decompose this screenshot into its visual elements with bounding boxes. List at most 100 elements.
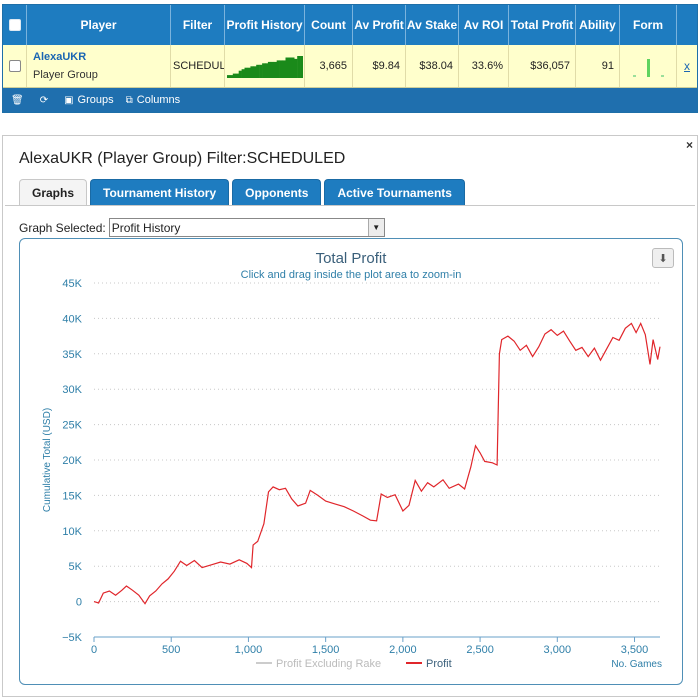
col-form[interactable]: Form (620, 5, 677, 45)
sparkline-bar (255, 64, 259, 78)
legend-label-profit-excluding-rake: Profit Excluding Rake (276, 658, 381, 670)
sparkline-bar (293, 58, 297, 78)
profit-chart[interactable]: Total Profit Click and drag inside the pl… (20, 239, 682, 684)
y-tick-label: 35K (62, 349, 82, 361)
sparkline-bar (287, 57, 292, 78)
x-tick-label: 2,000 (389, 644, 417, 656)
col-av-profit[interactable]: Av Profit (353, 5, 406, 45)
download-button[interactable]: ⬇ (652, 248, 674, 268)
count-cell: 3,665 (305, 45, 353, 87)
sparkline-bar (226, 75, 230, 78)
row-select-cell[interactable] (3, 45, 27, 87)
graph-select[interactable]: Profit History ▼ (108, 218, 385, 237)
sparkline-bar (299, 56, 303, 78)
player-type: Player Group (33, 69, 98, 81)
profit-sparkline (226, 56, 303, 78)
ability-cell: 91 (576, 45, 620, 87)
columns-button[interactable]: ⧉ Columns (126, 94, 181, 106)
x-tick-label: 2,500 (466, 644, 494, 656)
columns-icon: ⧉ (125, 94, 133, 106)
col-ability[interactable]: Ability (576, 5, 620, 45)
total-profit-cell: $36,057 (509, 45, 576, 87)
chart-title: Total Profit (316, 250, 388, 267)
tab-graphs[interactable]: Graphs (19, 179, 88, 205)
player-cell: AlexaUKR Player Group (27, 45, 171, 87)
sparkline-bar (249, 66, 254, 78)
y-tick-label: 25K (62, 420, 82, 432)
x-tick-label: 0 (91, 644, 97, 656)
panel-title: AlexaUKR (Player Group) Filter:SCHEDULED (19, 150, 346, 167)
y-tick-label: 40K (62, 313, 82, 325)
col-total-profit[interactable]: Total Profit (509, 5, 576, 45)
sparkline-bar (229, 75, 233, 78)
sparkline-bar (232, 73, 236, 78)
grid-toolbar: 🗑 ⟳ ▣ Groups ⧉ Columns (3, 88, 697, 112)
chevron-down-icon[interactable]: ▼ (367, 219, 384, 236)
tab-bar: Graphs Tournament History Opponents Acti… (19, 179, 468, 205)
profit-history-cell (225, 45, 305, 87)
tab-active-tournaments[interactable]: Active Tournaments (324, 179, 465, 205)
sparkline-bar (238, 70, 242, 78)
filter-cell: SCHEDULED (171, 45, 225, 87)
col-profit-history[interactable]: Profit History (225, 5, 305, 45)
sparkline-bar (276, 60, 280, 78)
profit-chart-container[interactable]: Total Profit Click and drag inside the pl… (19, 238, 683, 685)
select-all-cell[interactable] (3, 5, 27, 45)
form-bar (661, 75, 664, 77)
sparkline-bar (279, 60, 283, 78)
y-tick-label: 5K (69, 561, 83, 573)
row-checkbox[interactable] (8, 60, 21, 72)
player-detail-panel: × AlexaUKR (Player Group) Filter:SCHEDUL… (2, 135, 698, 697)
legend-label-profit: Profit (426, 658, 452, 670)
sparkline-bar (273, 61, 277, 78)
close-icon[interactable]: × (685, 138, 693, 152)
refresh-button[interactable]: ⟳ (40, 95, 52, 106)
tab-divider (5, 205, 695, 206)
chart-subtitle: Click and drag inside the plot area to z… (241, 269, 462, 281)
table-row[interactable]: AlexaUKR Player Group SCHEDULED 3,665 $9… (3, 45, 697, 88)
col-av-roi[interactable]: Av ROI (459, 5, 509, 45)
x-axis-label: No. Games (611, 659, 662, 670)
av-stake-cell: $38.04 (406, 45, 459, 87)
y-tick-label: 30K (62, 384, 82, 396)
sparkline-bar (282, 60, 286, 78)
groups-label: Groups (77, 94, 114, 106)
sparkline-bar (252, 66, 256, 78)
remove-cell: x (677, 45, 697, 87)
columns-label: Columns (136, 94, 181, 106)
form-chart (633, 59, 664, 77)
tab-tournament-history[interactable]: Tournament History (90, 179, 230, 205)
groups-icon: ▣ (64, 94, 74, 106)
form-bar (647, 59, 650, 77)
graph-selected-label: Graph Selected: (19, 220, 106, 235)
delete-button[interactable]: 🗑 (11, 95, 28, 106)
sparkline-bar (270, 61, 274, 78)
sparkline-bar (235, 73, 239, 78)
select-all-checkbox[interactable] (8, 19, 21, 31)
x-tick-label: 3,000 (544, 644, 572, 656)
col-count[interactable]: Count (305, 5, 353, 45)
y-axis-label: Cumulative Total (USD) (42, 408, 53, 512)
av-profit-cell: $9.84 (353, 45, 406, 87)
sparkline-bar (258, 64, 262, 78)
graph-selector: Graph Selected: Profit History ▼ (19, 218, 385, 237)
x-tick-label: 1,500 (312, 644, 340, 656)
sparkline-bar (267, 61, 271, 78)
av-roi-cell: 33.6% (459, 45, 509, 87)
col-player[interactable]: Player (27, 5, 171, 45)
x-tick-label: 500 (162, 644, 180, 656)
groups-button[interactable]: ▣ Groups (64, 94, 114, 106)
col-filter[interactable]: Filter (171, 5, 225, 45)
profit-series-line (93, 321, 661, 605)
form-cell (620, 45, 677, 87)
download-icon: ⬇ (658, 252, 668, 265)
tab-opponents[interactable]: Opponents (232, 179, 322, 205)
player-name-link[interactable]: AlexaUKR (33, 51, 87, 63)
y-tick-label: 15K (62, 490, 82, 502)
results-grid: Player Filter Profit History Count Av Pr… (2, 4, 698, 113)
col-av-stake[interactable]: Av Stake (406, 5, 459, 45)
sparkline-bar (290, 57, 294, 78)
sparkline-bar (264, 63, 268, 78)
remove-row-link[interactable]: x (684, 59, 690, 73)
refresh-icon: ⟳ (39, 94, 49, 106)
